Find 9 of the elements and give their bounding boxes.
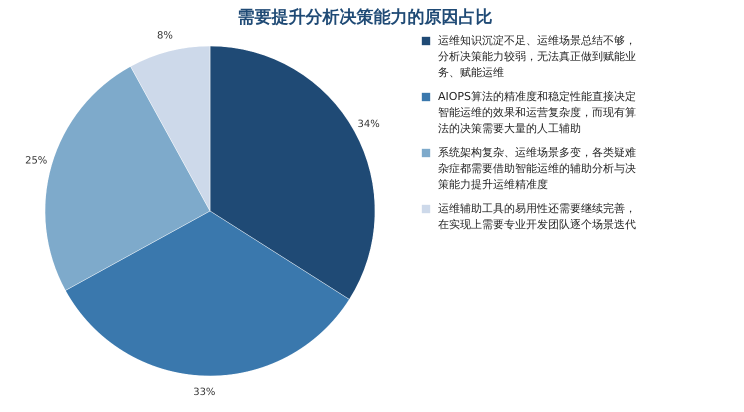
- data-label: 8%: [157, 30, 173, 42]
- data-label: 25%: [25, 156, 48, 167]
- data-label: 34%: [357, 118, 380, 130]
- legend-label: AIOPS算法的精准度和稳定性能直接决定智能运维的效果和运营复杂度，而现有算法的决策需要大量的人工辅助: [438, 90, 636, 135]
- chart-title: 需要提升分析决策能力的原因占比: [238, 8, 492, 28]
- legend-label: 运维知识沉淀不足、运维场景总结不够，分析决策能力较弱，无法真正做到赋能业务、赋能运维: [438, 34, 636, 79]
- data-label: 33%: [193, 386, 216, 398]
- legend-label: 运维辅助工具的易用性还需要继续完善，在实现上需要专业开发团队逐个场景迭代: [438, 202, 636, 231]
- legend-label: 系统架构复杂、运维场景多变，各类疑难杂症都需要借助智能运维的辅助分析与决策能力提升运维精准度: [438, 146, 636, 191]
